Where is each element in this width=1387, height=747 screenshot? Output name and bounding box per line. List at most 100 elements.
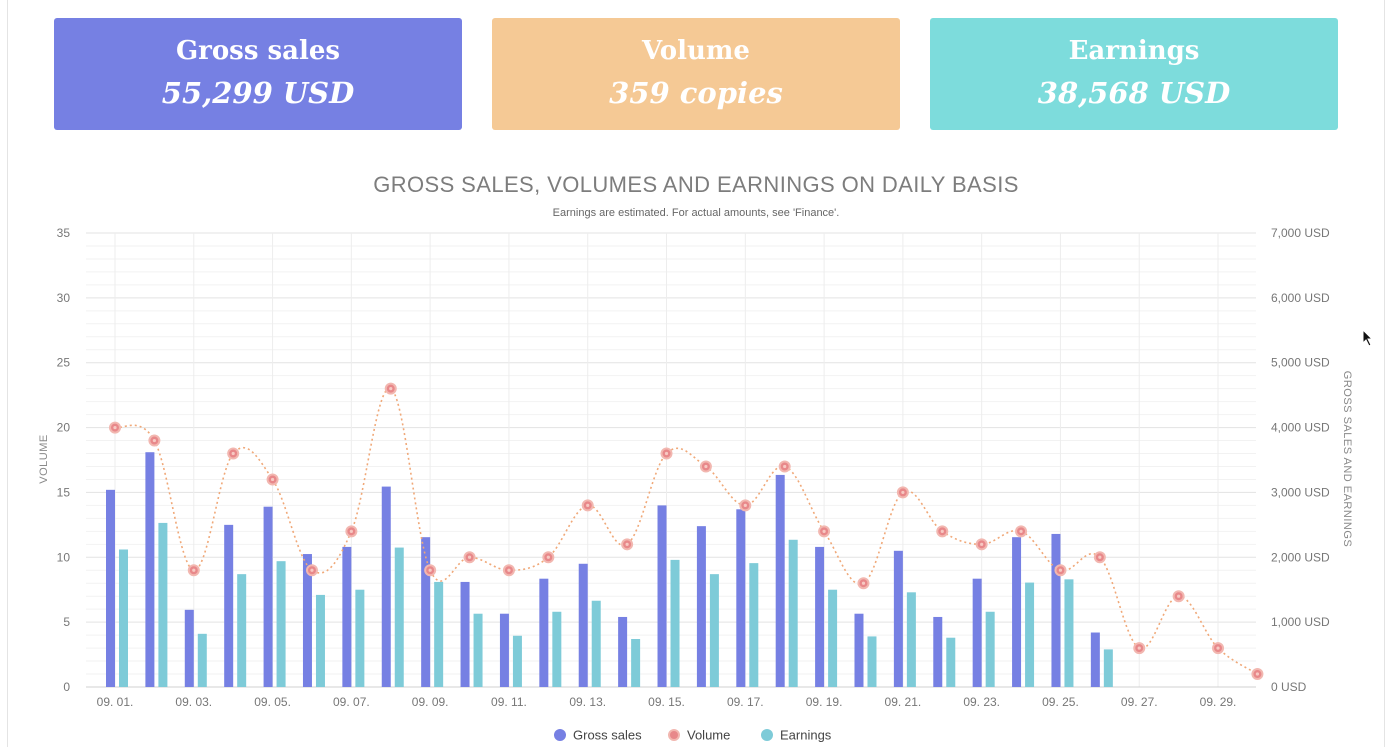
earnings-bar: [552, 611, 562, 687]
earnings-bar: [158, 522, 168, 687]
volume-point-center: [428, 568, 432, 572]
earnings-bar: [394, 547, 404, 687]
gross-sales-bar: [972, 578, 982, 687]
y-tick-label: 10: [57, 550, 71, 564]
volume-line: [109, 382, 1264, 681]
gross-sales-value: 55,299 USD: [161, 76, 355, 110]
chart-subtitle: Earnings are estimated. For actual amoun…: [553, 207, 840, 219]
gross-sales-bar: [1090, 632, 1100, 687]
volume-title: Volume: [642, 36, 750, 66]
gross-sales-bar: [145, 452, 155, 687]
volume-point-center: [1019, 529, 1023, 533]
earnings-bar: [1064, 579, 1074, 687]
volume-point-center: [546, 555, 550, 559]
y-tick-label: 35: [57, 226, 71, 240]
legend-marker: [668, 729, 680, 741]
y2-tick-label: 1,000 USD: [1271, 615, 1330, 629]
y2-tick-label: 2,000 USD: [1271, 550, 1330, 564]
volume-point-center: [389, 387, 393, 391]
volume-point-center: [310, 568, 314, 572]
volume-point-center: [113, 425, 117, 430]
legend-item-gross-sales[interactable]: Gross sales: [554, 728, 642, 743]
earnings-card: Earnings 38,568 USD: [930, 18, 1338, 130]
y-tick-label: 25: [57, 356, 71, 370]
legend-marker: [554, 729, 566, 741]
x-tick-label: 09. 19.: [806, 695, 843, 709]
volume-point-center: [507, 568, 511, 572]
gross-sales-bar: [893, 550, 903, 687]
gross-sales-title: Gross sales: [175, 36, 341, 66]
earnings-bar: [906, 592, 916, 687]
x-tick-label: 09. 09.: [412, 695, 449, 709]
bars: [106, 452, 1113, 687]
gross-sales-bar: [736, 509, 746, 687]
earnings-bar: [434, 581, 444, 687]
earnings-bar: [1025, 582, 1035, 687]
x-tick-label: 09. 25.: [1042, 695, 1079, 709]
volume-point-center: [783, 464, 787, 469]
y-tick-label: 15: [57, 485, 71, 499]
legend-label: Gross sales: [573, 728, 642, 743]
volume-point-center: [1216, 646, 1220, 650]
legend-label: Volume: [687, 728, 730, 743]
volume-point-center: [1177, 594, 1181, 598]
y2-tick-label: 6,000 USD: [1271, 291, 1330, 305]
volume-point-center: [861, 581, 866, 585]
volume-point-center: [231, 451, 235, 456]
volume-point-center: [980, 542, 984, 546]
legend-item-volume[interactable]: Volume: [668, 728, 730, 743]
x-tick-label: 09. 29.: [1200, 695, 1237, 709]
volume-point-center: [152, 438, 156, 443]
volume-point-center: [349, 529, 353, 533]
volume-point-center: [1137, 646, 1141, 650]
volume-point-center: [1255, 672, 1260, 676]
gross-sales-bar: [618, 616, 628, 687]
legend-label: Earnings: [780, 728, 832, 743]
daily-chart: GROSS SALES, VOLUMES AND EARNINGS ON DAI…: [38, 172, 1353, 743]
volume-point-center: [704, 464, 708, 469]
volume-point-center: [664, 451, 669, 456]
legend-item-earnings[interactable]: Earnings: [761, 728, 832, 743]
gross-sales-bar: [184, 609, 194, 687]
volume-card: Volume 359 copies: [492, 18, 900, 130]
y2-tick-label: 4,000 USD: [1271, 421, 1330, 435]
x-tick-label: 09. 13.: [569, 695, 606, 709]
x-tick-label: 09. 11.: [491, 695, 527, 709]
volume-point-center: [1058, 568, 1063, 572]
y2-axis-label: GROSS SALES AND EARNINGS: [1341, 371, 1353, 547]
gross-sales-bar: [263, 506, 273, 687]
x-tick-label: 09. 07.: [333, 695, 370, 709]
earnings-bar: [119, 549, 128, 687]
y2-tick-label: 3,000 USD: [1271, 485, 1330, 499]
axes: 0 5 10 15 20 25 30 35 0 USD 1,000 USD 2,000 USD 3,0…: [57, 226, 1330, 709]
gross-sales-bar: [578, 563, 588, 687]
gross-sales-bar: [696, 526, 706, 687]
earnings-bar: [788, 539, 798, 687]
volume-point-center: [901, 490, 905, 495]
y2-tick-label: 7,000 USD: [1271, 226, 1330, 240]
x-tick-label: 09. 01.: [97, 695, 134, 709]
volume-point-center: [586, 503, 590, 507]
gross-sales-bar: [1051, 533, 1061, 687]
y-axis-label: VOLUME: [38, 434, 50, 483]
x-tick-label: 09. 27.: [1121, 695, 1158, 709]
gross-sales-bar: [421, 537, 431, 687]
y2-tick-label: 5,000 USD: [1271, 356, 1330, 370]
gross-sales-bar: [854, 613, 864, 687]
y-tick-label: 20: [57, 421, 71, 435]
earnings-bar: [867, 636, 877, 687]
gross-sales-bar: [933, 616, 943, 687]
earnings-bar: [631, 639, 641, 687]
earnings-bar: [1103, 649, 1113, 687]
gross-sales-bar: [815, 546, 825, 687]
volume-point-center: [1098, 555, 1102, 559]
x-tick-label: 09. 21.: [885, 695, 922, 709]
earnings-bar: [315, 594, 325, 687]
gross-sales-bar: [106, 489, 115, 687]
earnings-bar: [591, 600, 601, 687]
x-tick-label: 09. 15.: [648, 695, 685, 709]
earnings-bar: [828, 589, 838, 687]
earnings-title: Earnings: [1068, 36, 1200, 66]
gross-sales-bar: [381, 486, 391, 687]
legend[interactable]: Gross sales Volume Earnings: [554, 728, 832, 743]
